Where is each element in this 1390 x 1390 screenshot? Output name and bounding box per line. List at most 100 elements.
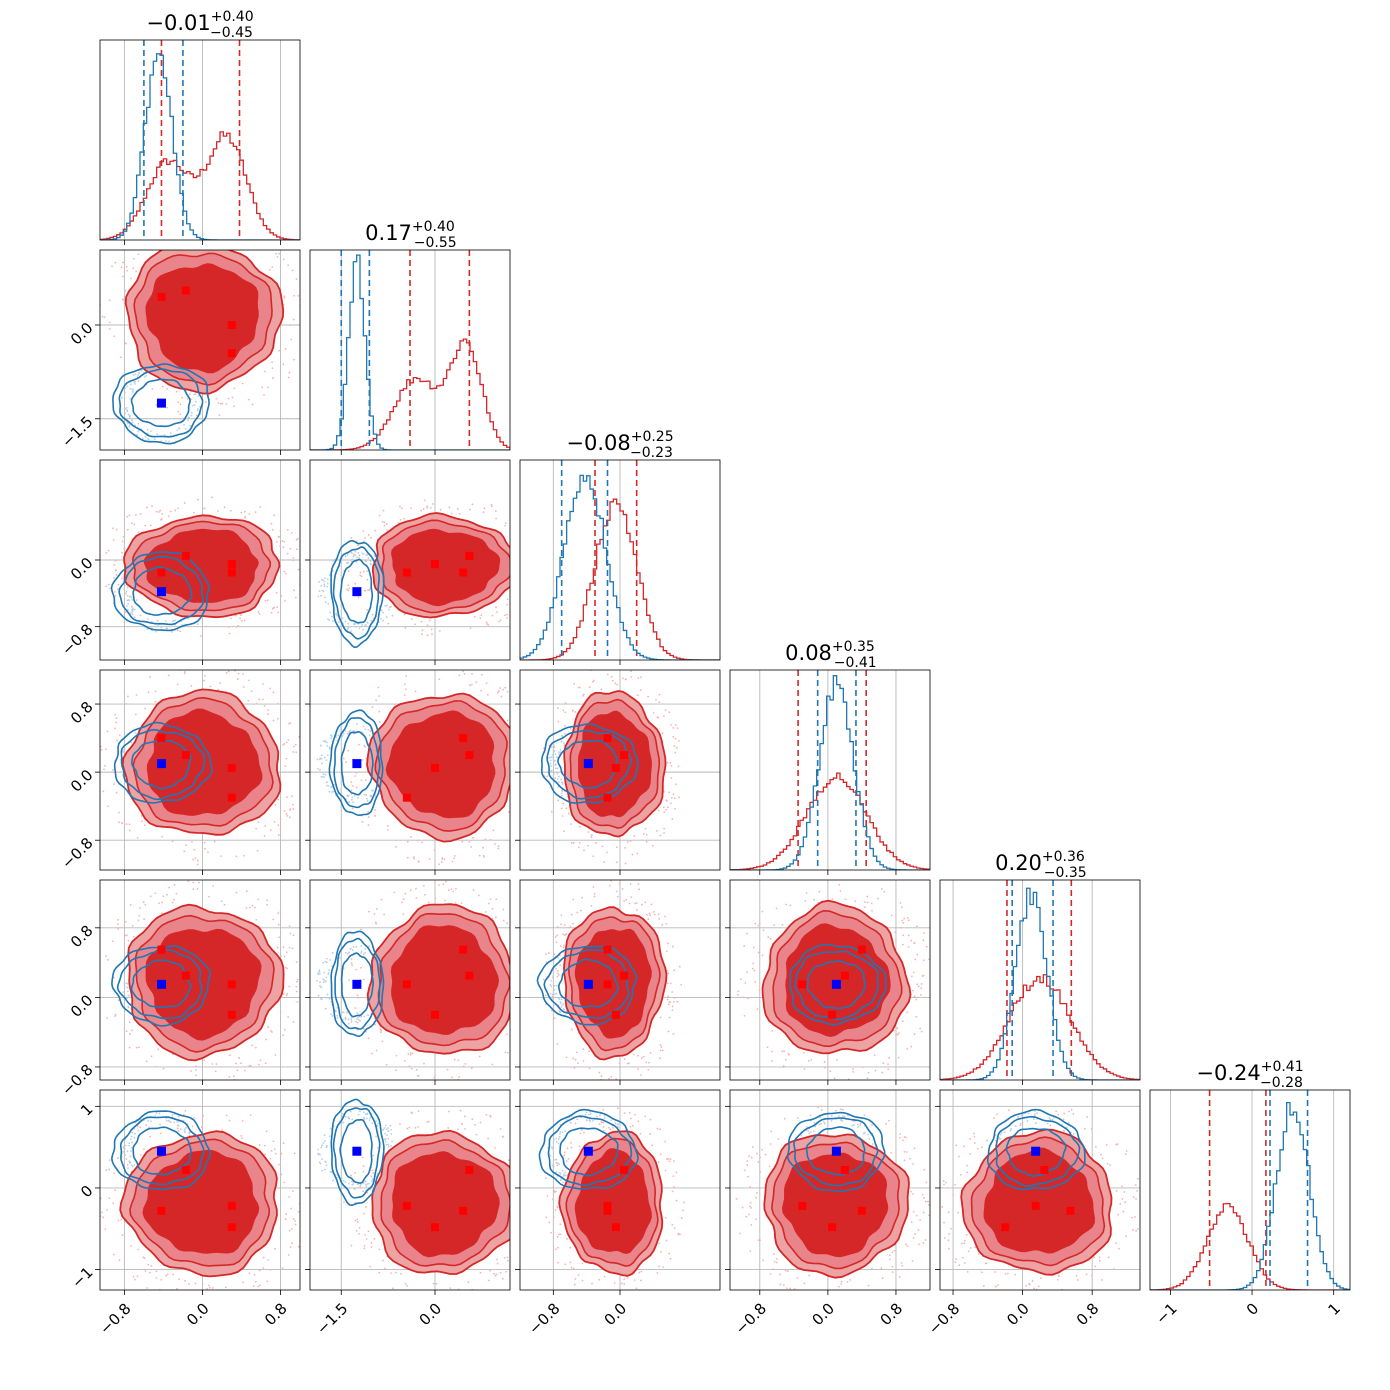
title-plus: +0.25 [631,429,674,445]
red-sample-point [361,820,364,823]
red-sample-point [664,1216,667,1219]
red-sample-point [279,544,282,547]
red-sample-point [640,1270,643,1273]
red-sample-point [1115,1242,1117,1245]
red-sample-point [1006,1272,1009,1275]
blue-sample-point [188,1132,191,1135]
blue-sample-point [320,744,322,747]
panel-frame [99,879,301,1081]
blue-sample-point [351,1118,354,1121]
red-sample-point [899,902,902,904]
blue-sample-point [329,611,332,614]
blue-sample-point [165,440,167,442]
blue-sample-point [335,613,338,616]
red-sample-point [240,511,243,514]
red-sample-point [502,908,505,911]
red-sample-point [176,1127,179,1130]
red-sample-point [558,1010,561,1013]
red-sample-point [607,1126,610,1129]
red-sample-point [188,393,191,395]
red-sample-point [233,387,236,390]
red-point-marker [402,1201,411,1210]
panel-layer: −0.01+0.40−0.45−1.50.00.17+0.40−0.55−0.8… [58,9,1351,1338]
red-sample-point [187,880,190,883]
blue-sample-point [129,1155,132,1158]
red-sample-point [498,620,500,623]
red-sample-point [593,895,596,898]
red-sample-point [115,717,118,720]
red-sample-point [278,936,281,939]
red-sample-point [749,1250,752,1252]
blue-sample-point [800,1134,803,1137]
red-sample-point [292,803,295,806]
red-sample-point [179,1128,182,1130]
blue-sample-point [566,1174,569,1176]
blue-sample-point [122,1150,125,1153]
panel-content [316,880,510,1080]
red-sample-point [276,255,279,258]
red-point-marker [431,560,439,569]
blue-sample-point [550,1146,553,1149]
blue-sample-point [196,409,199,412]
blue-contour [119,1116,205,1186]
blue-sample-point [555,1137,558,1140]
panel-content [1150,1090,1350,1290]
red-sample-point [114,1015,117,1018]
red-sample-point [100,1197,102,1200]
red-sample-point [247,398,250,401]
red-sample-point [556,975,559,978]
blue-sample-point [146,628,149,630]
red-sample-point [175,390,178,393]
red-sample-point [294,1223,297,1226]
red-sample-point [488,902,490,905]
red-sample-point [651,844,654,847]
red-sample-point [667,1030,670,1033]
red-contour-inner [392,1151,500,1258]
blue-sample-point [361,552,364,555]
red-sample-point [297,295,300,297]
red-sample-point [374,1023,376,1026]
blue-sample-point [129,1161,132,1164]
red-sample-point [508,811,510,813]
red-sample-point [275,252,277,255]
blue-sample-point [327,578,329,581]
red-sample-point [469,627,472,630]
red-sample-point [602,1121,605,1124]
red-histogram [940,974,1140,1080]
red-sample-point [470,846,473,848]
red-sample-point [588,686,591,689]
red-sample-point [603,861,606,864]
red-sample-point [582,1060,585,1062]
red-sample-point [131,1029,133,1032]
blue-contour [116,949,203,1020]
blue-sample-point [559,748,562,751]
blue-contour [110,1110,212,1191]
red-sample-point [863,901,866,904]
red-sample-point [438,630,441,632]
red-sample-point [663,715,665,718]
red-point-marker [840,971,849,980]
red-sample-point [591,680,594,683]
red-sample-point [364,1233,367,1236]
blue-sample-point [136,434,139,436]
red-sample-point [497,691,499,694]
red-sample-point [343,1201,345,1204]
red-sample-point [915,998,918,1001]
blue-sample-point [320,998,323,1001]
red-sample-point [149,1271,151,1274]
red-sample-point [115,739,118,742]
red-sample-point [279,828,282,831]
red-sample-point [559,964,562,967]
red-sample-point [504,686,507,689]
red-sample-point [659,1128,661,1131]
red-sample-point [947,1211,950,1214]
blue-sample-point [325,759,328,762]
red-sample-point [162,895,165,898]
red-sample-point [378,710,381,713]
red-sample-point [457,1128,459,1131]
red-sample-point [624,846,626,849]
red-sample-point [124,611,127,614]
blue-sample-point [820,1122,822,1125]
blue-sample-point [868,1138,871,1140]
blue-sample-point [556,756,558,758]
